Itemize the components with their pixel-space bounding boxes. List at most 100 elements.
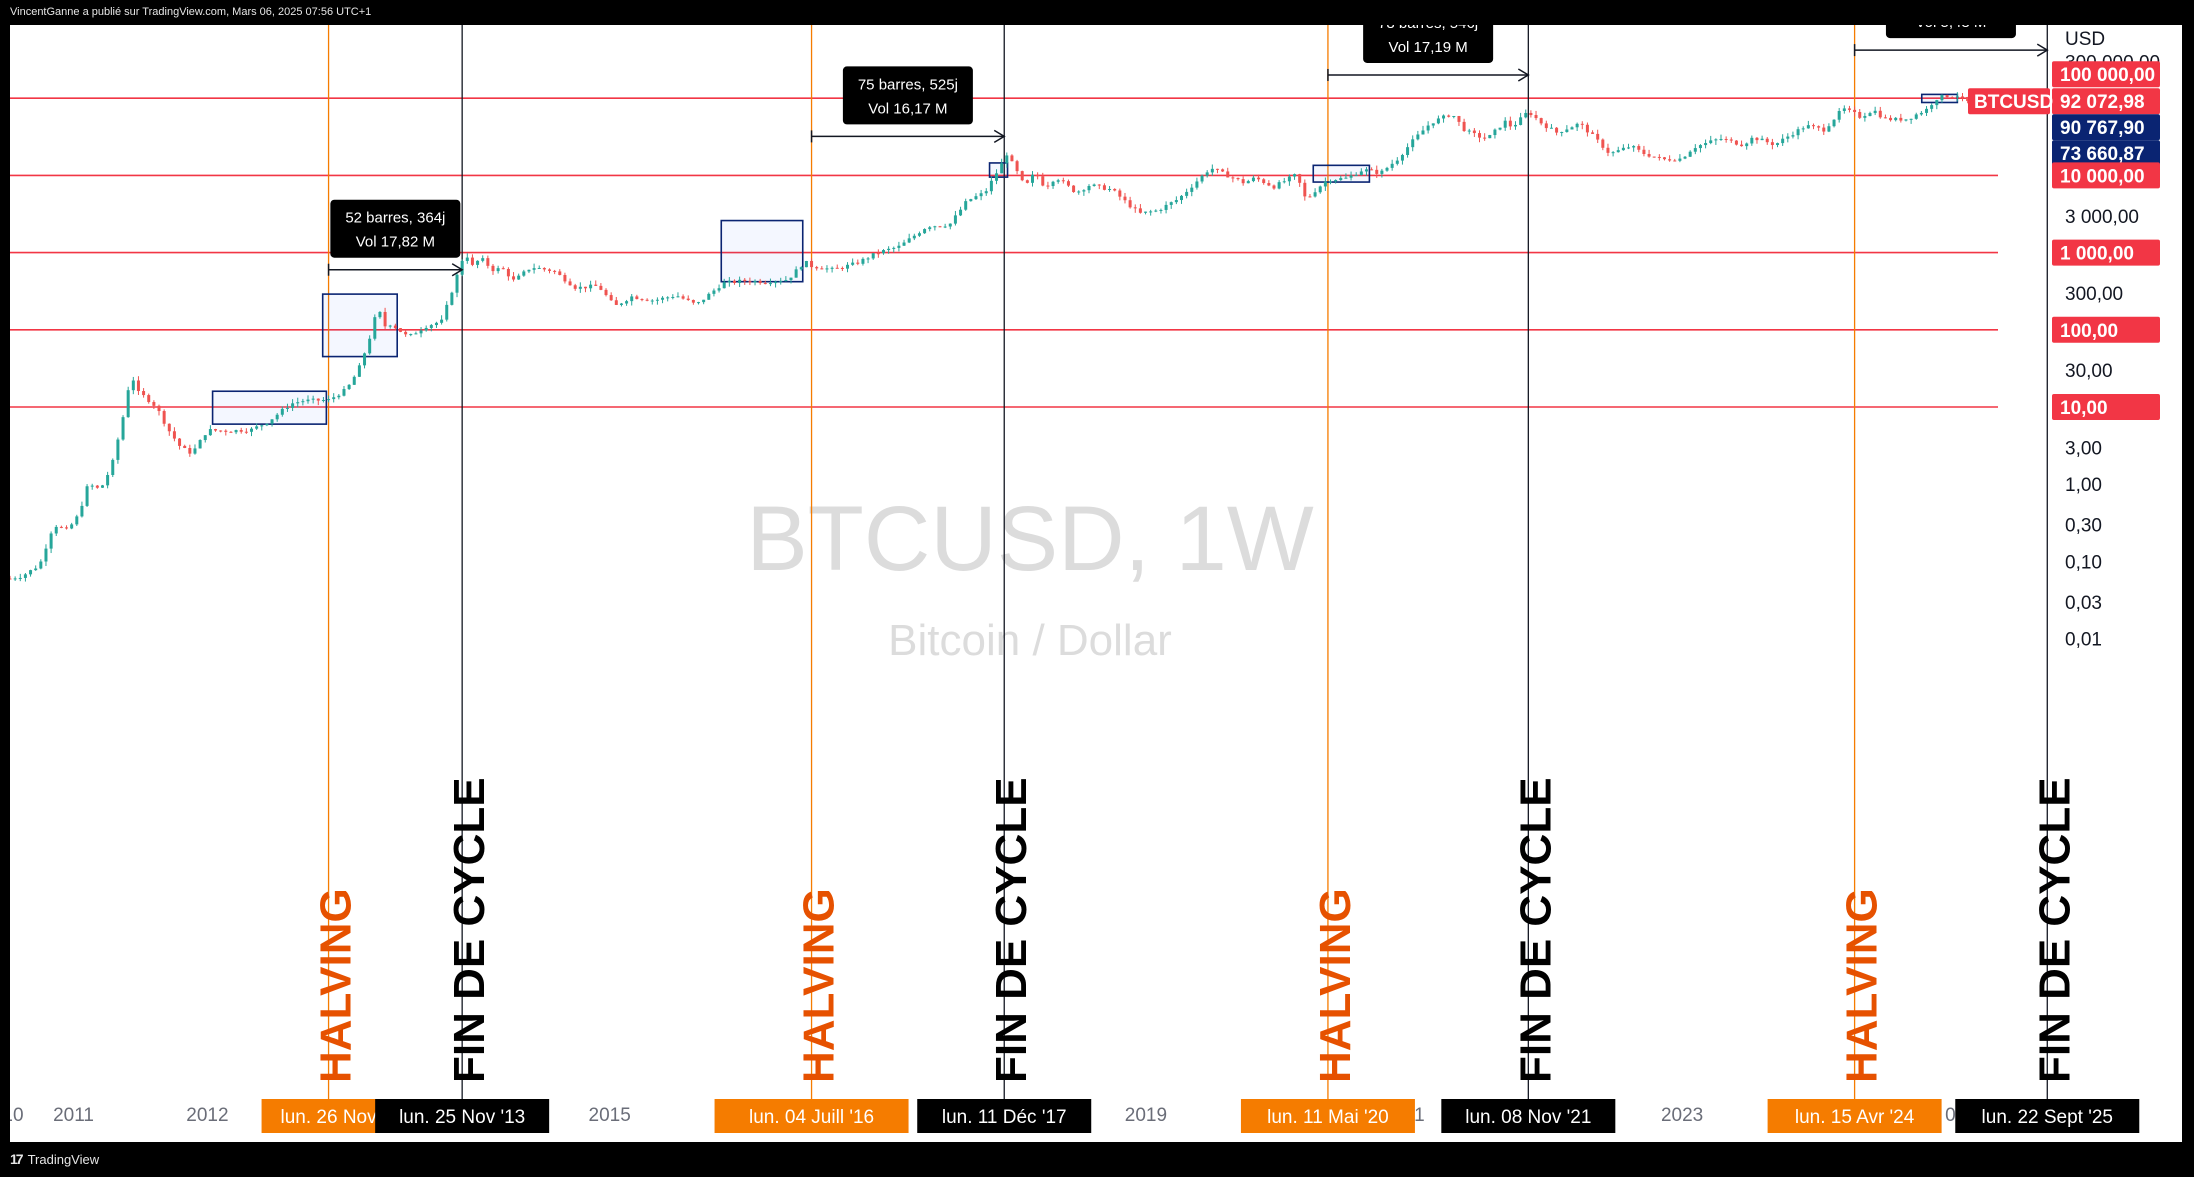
candle-body	[1776, 143, 1780, 146]
event-date-label: lun. 11 Mai '20	[1267, 1107, 1389, 1128]
candle-body	[85, 486, 89, 506]
candle-body	[933, 226, 937, 228]
measure-arrowhead	[1517, 68, 1530, 82]
candle-body	[969, 199, 973, 202]
candle-body	[1750, 137, 1754, 144]
candle-body	[193, 448, 197, 454]
candle-body	[1606, 147, 1610, 153]
candle-body	[434, 322, 438, 326]
candle-body	[1883, 117, 1887, 119]
price-tick: 3 000,00	[2065, 207, 2139, 228]
candle-body	[59, 526, 63, 528]
candle-body	[1344, 177, 1348, 179]
candle-body	[1097, 184, 1101, 186]
candle-body	[851, 262, 855, 265]
candle-body	[1508, 120, 1512, 127]
candle-body	[1457, 116, 1461, 122]
highlight-box	[988, 162, 1009, 178]
candle-body	[1431, 123, 1435, 126]
candle-body	[532, 268, 536, 270]
candle-body	[1205, 172, 1209, 176]
candle-body	[1616, 150, 1620, 153]
candle-body	[1503, 120, 1507, 128]
candle-body	[697, 302, 701, 304]
candle-body	[1072, 185, 1076, 193]
candle-body	[301, 401, 305, 403]
event-vertical-lines	[327, 25, 2048, 1105]
candle-body	[1673, 160, 1677, 162]
candle-body	[917, 233, 921, 236]
candle-body	[799, 267, 803, 270]
candle-body	[912, 235, 916, 239]
candle-body	[1215, 168, 1219, 170]
candle-body	[1786, 136, 1790, 139]
candle-body	[126, 390, 130, 418]
candle-body	[1642, 149, 1646, 155]
candle-body	[1416, 134, 1420, 140]
candle-body	[255, 426, 259, 429]
chart-panel[interactable]: BTCUSD, 1W Bitcoin / Dollar 52 barres, 3…	[10, 25, 2182, 1142]
candle-body	[1565, 129, 1569, 132]
candle-body	[1406, 147, 1410, 155]
candle-body	[285, 407, 289, 409]
event-date-badge	[1767, 1099, 1942, 1133]
candle-body	[481, 258, 485, 261]
measure-arrowhead	[993, 129, 1006, 144]
measure-label-box	[1885, 25, 2016, 39]
candle-body	[1102, 185, 1106, 190]
candle-body	[1354, 175, 1358, 177]
candle-body	[1462, 121, 1466, 131]
candle-body	[1020, 171, 1024, 181]
candle-body	[244, 431, 248, 433]
candle-body	[1298, 174, 1302, 183]
candle-body	[732, 280, 736, 284]
candle-body	[49, 533, 53, 549]
candle-body	[296, 402, 300, 404]
price-badge-bg	[2052, 88, 2160, 115]
candle-body	[75, 516, 79, 525]
candle-body	[1529, 112, 1533, 116]
btc-log-chart[interactable]: BTCUSD, 1W Bitcoin / Dollar 52 barres, 3…	[10, 25, 2182, 1142]
candle-body	[1041, 176, 1045, 186]
candle-body	[1668, 159, 1672, 161]
candle-body	[1046, 185, 1050, 187]
candle-body	[429, 325, 433, 328]
candle-body	[214, 429, 218, 431]
measure-volume-label: Vol 17,82 M	[356, 234, 435, 251]
candle-body	[1282, 181, 1286, 183]
candle-body	[774, 281, 778, 284]
price-badge-bg	[2052, 61, 2160, 88]
price-tick: 1,00	[2065, 475, 2102, 496]
candle-body	[1472, 130, 1476, 134]
candle-body	[388, 325, 392, 327]
candle-body	[722, 282, 726, 289]
price-badge-label: 10,00	[2060, 398, 2108, 419]
candle-body	[1955, 96, 1959, 98]
candle-body	[984, 191, 988, 194]
candle-body	[291, 403, 295, 408]
candle-body	[1704, 143, 1708, 146]
candle-body	[702, 299, 706, 303]
candle-body	[1811, 125, 1815, 127]
candle-body	[686, 298, 690, 300]
candle-body	[928, 227, 932, 230]
price-tick: 0,10	[2065, 552, 2102, 573]
candle-body	[1190, 187, 1194, 192]
candle-body	[881, 250, 885, 254]
candle-body	[815, 267, 819, 269]
candle-body	[563, 274, 567, 282]
candle-body	[270, 419, 274, 424]
price-badge-bg	[2052, 316, 2160, 343]
candle-body	[1662, 157, 1666, 160]
candle-body	[1519, 117, 1523, 125]
candle-body	[1693, 148, 1697, 152]
measure-label-box	[842, 66, 973, 125]
candle-body	[1560, 131, 1564, 133]
candle-body	[404, 331, 408, 335]
measurement-tools: 52 barres, 364j Vol 17,82 M 75 barres, 525…	[327, 25, 2049, 277]
candle-body	[1591, 132, 1595, 134]
candle-body	[1200, 175, 1204, 182]
candle-body	[548, 269, 552, 271]
candle-body	[1966, 96, 1970, 102]
